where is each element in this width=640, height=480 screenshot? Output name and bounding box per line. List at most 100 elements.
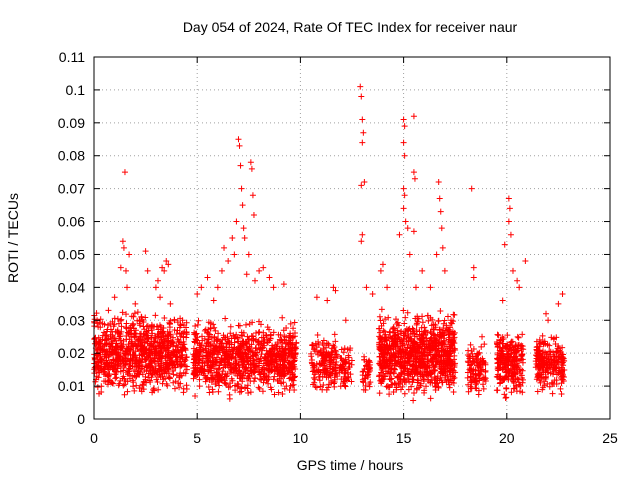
data-point [451,340,458,347]
data-point [323,340,330,347]
data-point [432,387,439,394]
data-point [232,387,239,394]
data-point [433,351,440,358]
data-point [116,380,123,387]
data-point [419,319,426,326]
data-point [209,386,216,393]
data-point [231,344,238,351]
data-point [393,386,400,393]
data-point [394,373,401,380]
data-point [170,371,177,378]
data-point [177,333,184,340]
data-point [207,325,214,332]
data-point [414,342,421,349]
data-point [183,382,190,389]
data-point [155,386,162,393]
data-point [117,264,124,271]
data-point [194,321,201,328]
data-point [165,261,172,268]
data-point [291,319,298,326]
data-point [451,356,458,363]
data-point [413,321,420,328]
data-point [111,294,118,301]
data-point [249,319,256,326]
data-point [377,334,384,341]
data-point [366,383,373,390]
data-point [264,357,271,364]
data-point [156,365,163,372]
data-point [438,225,445,232]
data-point [393,361,400,368]
data-point [93,340,100,347]
data-point [270,284,277,291]
data-point [235,368,242,375]
data-point [391,352,398,359]
data-point [400,307,407,314]
data-point [161,267,168,274]
data-point [224,333,231,340]
data-point [130,313,137,320]
data-point [440,366,447,373]
data-point [103,341,110,348]
data-point [228,355,235,362]
data-point [404,225,411,232]
data-point [111,335,118,342]
data-point [261,342,268,349]
data-point [314,331,321,338]
data-point [516,284,523,291]
data-point [136,331,143,338]
data-point [375,325,382,332]
data-point [234,380,241,387]
data-point [288,342,295,349]
data-point [144,322,151,329]
data-point [266,274,273,281]
data-point [97,367,104,374]
data-point [238,185,245,192]
data-point [416,362,423,369]
data-point [290,325,297,332]
data-point [138,384,145,391]
data-point [517,383,524,390]
data-point [161,370,168,377]
data-point [404,352,411,359]
data-point [119,347,126,354]
data-point [128,333,135,340]
chart-title: Day 054 of 2024, Rate Of TEC Index for r… [183,19,518,35]
data-point [509,362,516,369]
data-point [190,375,197,382]
data-point [497,361,504,368]
data-point [176,358,183,365]
data-point [549,380,556,387]
data-point [176,384,183,391]
y-tick-label: 0.05 [58,246,85,262]
data-point [240,368,247,375]
data-point [238,356,245,363]
data-point [313,384,320,391]
data-point [519,375,526,382]
data-point [401,320,408,327]
data-point [515,376,522,383]
data-point [281,358,288,365]
data-point [451,329,458,336]
data-point [132,360,139,367]
data-point [308,350,315,357]
data-point [183,366,190,373]
data-point [229,363,236,370]
x-tick-labels: 0 5 10 15 20 25 [90,430,618,446]
data-point [139,351,146,358]
data-point [512,343,519,350]
data-point [245,351,252,358]
data-point [376,372,383,379]
y-tick-label: 0.08 [58,148,85,164]
data-point [231,251,238,258]
data-point [429,346,436,353]
data-point [429,316,436,323]
data-point [503,385,510,392]
data-point [366,380,373,387]
data-point [478,343,485,350]
data-point [156,345,163,352]
data-point [533,376,540,383]
data-point [258,376,265,383]
data-point [251,374,258,381]
